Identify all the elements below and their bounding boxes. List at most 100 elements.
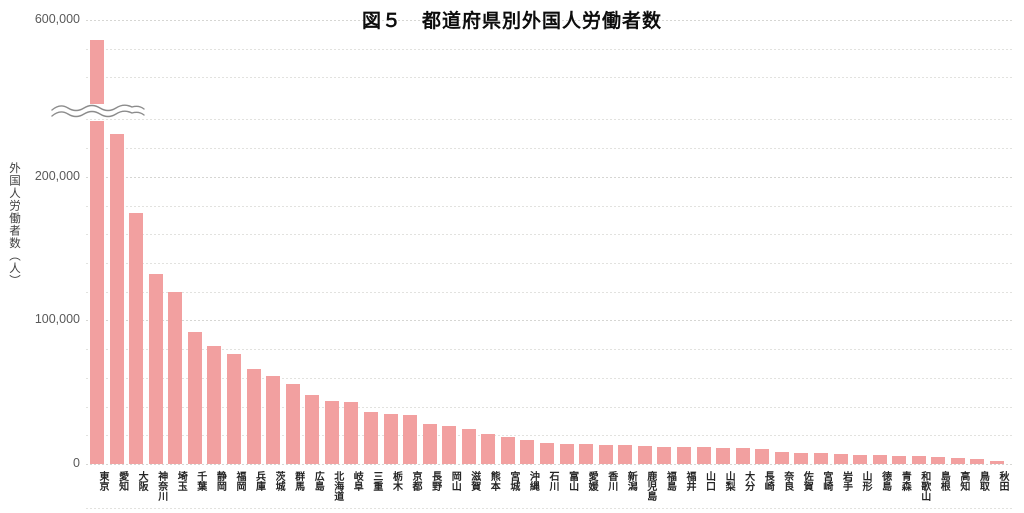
bar [696, 447, 711, 464]
bar [774, 451, 789, 464]
x-tick-label: 山口 [703, 471, 715, 491]
x-tick-label: 茨城 [273, 471, 285, 491]
minor-gridline [86, 148, 1012, 150]
chart-title: 図５ 都道府県別外国人労働者数 [361, 11, 662, 32]
bar [285, 383, 300, 464]
minor-gridline [86, 77, 1012, 79]
x-tick-label: 宮崎 [820, 471, 832, 491]
minor-gridline [86, 406, 1012, 408]
minor-gridline [86, 508, 1012, 510]
bar [892, 455, 907, 464]
x-tick-label: 愛媛 [586, 471, 598, 491]
x-tick-label: 福井 [684, 471, 695, 491]
x-tick-label: 石川 [547, 471, 558, 491]
major-gridline [86, 464, 1012, 465]
x-tick-label: 栃木 [390, 471, 402, 491]
x-tick-label: 千葉 [194, 471, 206, 491]
y-tick-label: 0 [73, 456, 80, 470]
minor-gridline [86, 48, 1012, 50]
bar [324, 400, 339, 464]
major-gridline [86, 320, 1012, 322]
x-tick-label: 長野 [429, 471, 441, 491]
minor-gridline [86, 234, 1012, 236]
x-tick-label: 熊本 [488, 471, 500, 491]
bar [207, 346, 222, 464]
x-tick-label: 長崎 [762, 471, 774, 491]
bar [911, 456, 926, 464]
x-tick-label: 奈良 [781, 471, 793, 491]
x-tick-label: 大阪 [136, 471, 148, 491]
bar [950, 457, 965, 464]
bar [813, 453, 828, 464]
bar [481, 433, 496, 464]
x-tick-label: 高知 [957, 471, 969, 491]
x-tick-label: 島根 [938, 471, 950, 491]
bar [579, 444, 594, 464]
bar [383, 413, 398, 464]
major-gridline [86, 20, 1012, 21]
x-tick-label: 東京 [97, 471, 108, 491]
bar [716, 447, 731, 464]
minor-gridline [86, 435, 1012, 437]
bar [461, 429, 476, 464]
minor-gridline [86, 263, 1012, 264]
x-tick-label: 岐阜 [351, 471, 363, 491]
x-tick-label: 宮城 [507, 471, 519, 491]
x-tick-label: 鳥取 [977, 471, 989, 491]
bar [500, 437, 515, 464]
x-tick-label: 三重 [370, 471, 382, 491]
minor-gridline [86, 119, 1012, 121]
bar [540, 443, 554, 464]
bar [833, 453, 848, 464]
minor-gridline [86, 205, 1012, 207]
minor-gridline [86, 349, 1012, 351]
x-tick-label: 沖縄 [527, 471, 539, 491]
x-tick-label: 愛知 [116, 471, 128, 491]
x-tick-label: 岡山 [449, 471, 461, 491]
x-tick-label: 福岡 [234, 471, 245, 491]
x-tick-label: 岩手 [840, 471, 852, 491]
bar [755, 449, 770, 464]
x-tick-label: 新潟 [625, 471, 637, 491]
bar [442, 426, 457, 464]
y-tick-label: 100,000 [34, 312, 80, 327]
bar [735, 447, 750, 464]
x-tick-label: 鹿児島 [644, 471, 656, 501]
x-tick-label: 静岡 [214, 471, 226, 491]
bar [618, 445, 633, 464]
bar [970, 459, 985, 464]
bar-segment-below-break [90, 121, 104, 464]
bar [148, 273, 163, 464]
x-tick-label: 佐賀 [801, 471, 813, 491]
x-tick-label: 兵庫 [253, 471, 265, 491]
x-tick-label: 和歌山 [918, 471, 930, 501]
x-tick-label: 青森 [899, 471, 911, 491]
x-tick-label: 山形 [860, 471, 871, 491]
bar [168, 291, 183, 464]
x-tick-label: 広島 [312, 471, 324, 491]
bar [657, 446, 672, 464]
x-tick-label: 山梨 [723, 471, 735, 491]
bar [872, 455, 887, 464]
bar [227, 354, 241, 464]
x-tick-label: 滋賀 [468, 471, 480, 491]
bar [266, 376, 281, 464]
bar [129, 213, 144, 464]
bar [246, 369, 261, 464]
bar [305, 395, 320, 464]
bar [637, 446, 652, 464]
bar [520, 440, 535, 464]
x-tick-label: 北海道 [331, 471, 343, 501]
y-tick-label: 600,000 [34, 12, 80, 26]
bar-segment-above-break [90, 40, 104, 104]
bar [990, 460, 1004, 464]
x-tick-label: 富山 [566, 471, 578, 491]
minor-gridline [86, 291, 1012, 293]
x-tick-label: 徳島 [879, 471, 891, 491]
bar [422, 423, 437, 464]
y-axis-title: 外国人労働者数（人） [8, 162, 20, 287]
bar [931, 456, 946, 464]
y-tick-label: 200,000 [34, 168, 80, 183]
bar [344, 402, 359, 464]
